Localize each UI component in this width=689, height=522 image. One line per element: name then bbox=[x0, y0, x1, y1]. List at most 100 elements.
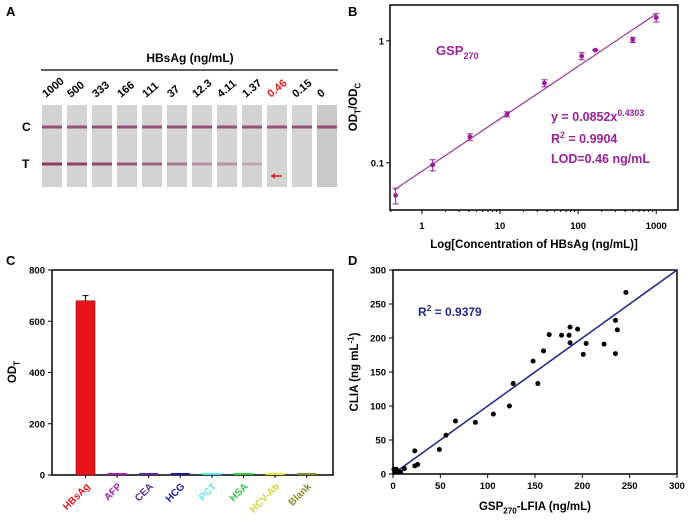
panel-label-d: D bbox=[348, 253, 357, 268]
x-tick-label: 100 bbox=[480, 481, 496, 492]
data-point bbox=[490, 411, 496, 417]
strip-body bbox=[167, 105, 187, 187]
concentration-label: 12.3 bbox=[190, 77, 214, 100]
x-tick-label: 250 bbox=[622, 481, 638, 492]
test-line bbox=[142, 162, 162, 166]
y-axis-label: ODT​ bbox=[7, 361, 21, 383]
bar-pct: PCT bbox=[197, 472, 222, 503]
x-tick-label: 300 bbox=[669, 481, 685, 492]
strip-body bbox=[67, 105, 87, 187]
panel-d-correlation-chart: 0 50 100 150 200 250 300050100150200250300GSP2… bbox=[346, 266, 685, 516]
bar-cea: CEA bbox=[133, 472, 159, 504]
control-line bbox=[267, 125, 287, 129]
x-tick-label: 1000 bbox=[646, 221, 667, 232]
data-point bbox=[415, 461, 421, 467]
text-segment: OD bbox=[348, 114, 360, 131]
strip-body bbox=[142, 105, 162, 187]
data-point bbox=[401, 466, 407, 472]
marker bbox=[592, 47, 598, 53]
bar bbox=[139, 472, 159, 475]
control-line bbox=[317, 125, 337, 129]
r-squared-label: R2​ = 0.9379 bbox=[418, 303, 482, 319]
y-tick-label: 50 bbox=[375, 436, 386, 447]
data-point bbox=[436, 447, 442, 453]
data-point bbox=[546, 332, 552, 338]
category-label: HSA bbox=[228, 481, 251, 504]
superscript: 2 bbox=[560, 130, 565, 140]
y-tick-label: 1 bbox=[379, 36, 385, 47]
red-arrow-icon bbox=[271, 173, 282, 179]
test-line bbox=[42, 162, 62, 166]
marker bbox=[430, 162, 436, 168]
bar-hbsag: HBsAg bbox=[61, 295, 96, 513]
data-point bbox=[506, 403, 512, 409]
control-line bbox=[192, 125, 212, 129]
equation-label: y = 0.0852x0.4303​ bbox=[551, 108, 644, 124]
test-line bbox=[192, 162, 212, 166]
data-point bbox=[612, 351, 618, 357]
data-point bbox=[567, 340, 573, 346]
strip-body bbox=[217, 105, 237, 187]
text-segment: GSP bbox=[479, 501, 504, 513]
data-point bbox=[429, 159, 436, 172]
marker bbox=[579, 53, 585, 59]
category-label: Blank bbox=[287, 481, 314, 508]
data-point bbox=[530, 358, 536, 364]
strip-body bbox=[117, 105, 137, 187]
concentration-label: 0 bbox=[315, 87, 327, 100]
marker bbox=[504, 111, 510, 117]
test-strip: 0.46 bbox=[265, 77, 289, 187]
fit-line bbox=[392, 269, 678, 475]
data-point bbox=[601, 341, 607, 347]
data-point bbox=[578, 52, 585, 61]
y-tick-label: 150 bbox=[370, 368, 386, 379]
text-segment: R bbox=[418, 305, 427, 319]
control-line bbox=[67, 125, 87, 129]
data-point bbox=[398, 469, 404, 475]
text-segment: ) bbox=[349, 332, 361, 336]
y-tick-label: 800 bbox=[29, 266, 45, 277]
test-row-label: T bbox=[22, 157, 30, 171]
bar bbox=[170, 472, 190, 475]
text-segment: -LFIA (ng/mL) bbox=[517, 501, 591, 513]
test-strip: 0.15 bbox=[290, 77, 314, 187]
y-axis-label: ODT​/ODC​ bbox=[348, 83, 362, 132]
panel-label-a: A bbox=[6, 4, 16, 19]
subscript: C bbox=[353, 83, 362, 89]
data-point bbox=[412, 448, 418, 454]
x-tick-label: 100 bbox=[570, 221, 586, 232]
x-tick-label: 1 bbox=[419, 221, 425, 232]
bar bbox=[234, 472, 253, 475]
data-point bbox=[566, 332, 572, 338]
y-tick-label: 0 bbox=[40, 471, 45, 482]
data-point bbox=[541, 79, 548, 88]
data-point bbox=[504, 111, 511, 118]
y-tick-label: 0 bbox=[381, 470, 386, 481]
test-strip: 1000 bbox=[40, 75, 67, 187]
text-segment: = 0.9379 bbox=[431, 305, 482, 319]
x-tick-label: 0 bbox=[390, 481, 395, 492]
category-label: HCV-Ab bbox=[248, 481, 282, 515]
category-label: PCT bbox=[197, 481, 219, 503]
test-line bbox=[117, 162, 137, 166]
concentration-label: 1000 bbox=[40, 75, 66, 100]
y-axis-label: CLIA (ng mL-1​) bbox=[346, 332, 361, 411]
test-line bbox=[67, 162, 87, 166]
data-point bbox=[583, 340, 589, 346]
x-tick-label: 10 bbox=[495, 221, 506, 232]
text-segment: = 0.9904 bbox=[565, 132, 618, 146]
test-strip: 0 bbox=[315, 87, 337, 187]
test-line bbox=[242, 162, 262, 166]
text-segment: GSP bbox=[436, 43, 464, 58]
bar bbox=[202, 472, 222, 475]
bar-hsa: HSA bbox=[228, 472, 253, 504]
concentration-label: 37 bbox=[165, 83, 182, 100]
category-label: AFP bbox=[102, 481, 124, 503]
y-tick-label: 300 bbox=[370, 266, 386, 277]
test-strip: 12.3 bbox=[190, 77, 214, 187]
test-strip: 333 bbox=[90, 79, 112, 187]
superscript: 2 bbox=[427, 303, 432, 313]
bar-blank: Blank bbox=[287, 472, 317, 508]
text-segment: /OD bbox=[348, 89, 360, 109]
data-point bbox=[443, 432, 449, 438]
